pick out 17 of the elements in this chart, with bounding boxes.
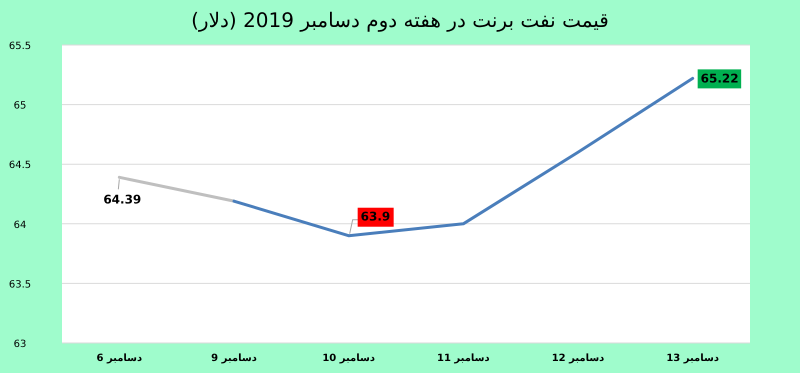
x-tick-label: 9 دسامبر [211,353,257,364]
y-tick-label: 64.5 [8,160,32,172]
y-tick-label: 64 [14,220,26,231]
y-tick-label: 65 [14,100,26,112]
line-series [232,76,694,238]
y-tick-label: 63.5 [8,279,32,290]
chart-title: قیمت نفت برنت در هفته دوم دسامبر 2019 (دلار) [191,8,609,32]
x-tick-label: 11 دسامبر [437,353,490,364]
y-tick-label: 63 [14,339,26,350]
y-tick-label: 65.5 [8,41,32,52]
data-label: 65.22 [700,71,739,86]
x-tick-label: 10 دسامبر [322,353,375,364]
x-tick-label: 12 دسامبر [552,353,604,364]
data-label: 63.9 [360,210,390,224]
data-label: 64.39 [103,192,142,206]
x-tick-label: 6 دسامبر [96,353,142,364]
x-tick-label: 13 دسامبر [666,353,719,364]
